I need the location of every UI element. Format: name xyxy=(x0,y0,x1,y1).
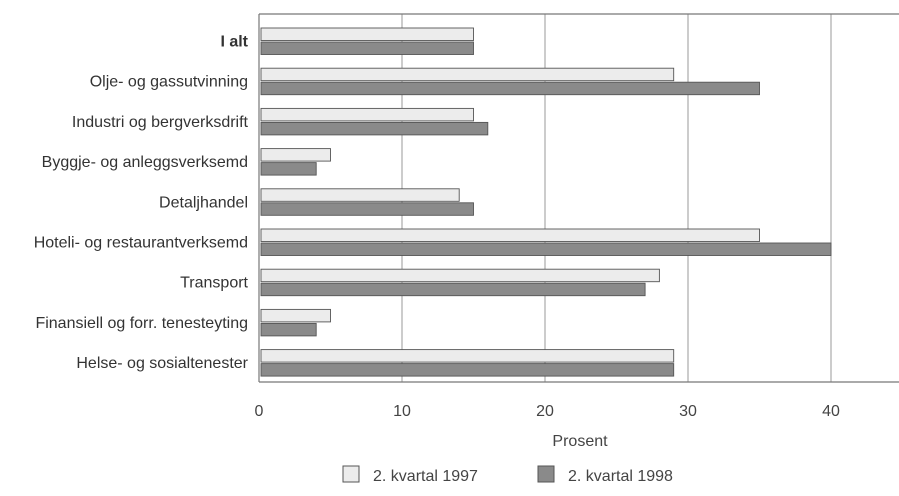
bar-series-1997 xyxy=(260,27,474,41)
category-label: Detaljhandel xyxy=(159,194,248,211)
bar-series-1998 xyxy=(260,81,760,96)
bar-series-1997 xyxy=(260,268,660,283)
category-label: Transport xyxy=(180,275,248,292)
category-label: Hoteli- og restaurantverksemd xyxy=(34,235,248,252)
x-tick-label: 0 xyxy=(255,403,264,420)
category-labels: I alt Olje- og gassutvinning Industri og b… xyxy=(34,34,249,373)
legend-label: 2. kvartal 1997 xyxy=(373,468,478,485)
bar-series-1997 xyxy=(260,67,675,82)
bar-series-1998 xyxy=(260,363,675,377)
legend-swatch-1998 xyxy=(537,465,555,483)
bar-series-1998 xyxy=(260,162,317,176)
x-tick-label: 30 xyxy=(679,403,697,420)
bar-series-1998 xyxy=(260,41,474,55)
bar-layer xyxy=(260,27,832,377)
bar-series-1997 xyxy=(260,188,460,202)
bar-series-1998 xyxy=(260,282,646,297)
bar-series-1997 xyxy=(260,228,760,242)
category-label: Helse- og sosialtenester xyxy=(76,355,248,372)
bar-series-1998 xyxy=(260,121,489,136)
category-label: Byggje- og anleggsverksemd xyxy=(42,154,248,171)
x-tick-label: 40 xyxy=(822,403,840,420)
bar-series-1998 xyxy=(260,322,317,337)
x-tick-label: 10 xyxy=(393,403,411,420)
legend-label: 2. kvartal 1998 xyxy=(568,468,673,485)
bar-series-1998 xyxy=(260,242,832,256)
bar-series-1997 xyxy=(260,308,331,323)
category-label: Industri og bergverksdrift xyxy=(72,114,249,131)
legend: 2. kvartal 1997 2. kvartal 1998 xyxy=(342,465,673,485)
bar-series-1997 xyxy=(260,349,675,363)
x-axis-title: Prosent xyxy=(552,433,608,450)
bar-series-1998 xyxy=(260,202,474,216)
category-label: Finansiell og forr. tenesteyting xyxy=(35,315,248,332)
category-label: Olje- og gassutvinning xyxy=(90,74,248,91)
plot-frame xyxy=(258,13,899,383)
bar-series-1997 xyxy=(260,148,331,162)
x-tick-label: 20 xyxy=(536,403,554,420)
x-tick-labels: 0 10 20 30 40 xyxy=(255,403,840,420)
bar-series-1997 xyxy=(260,107,474,122)
category-label: I alt xyxy=(220,34,248,51)
legend-swatch-1997 xyxy=(342,465,360,483)
